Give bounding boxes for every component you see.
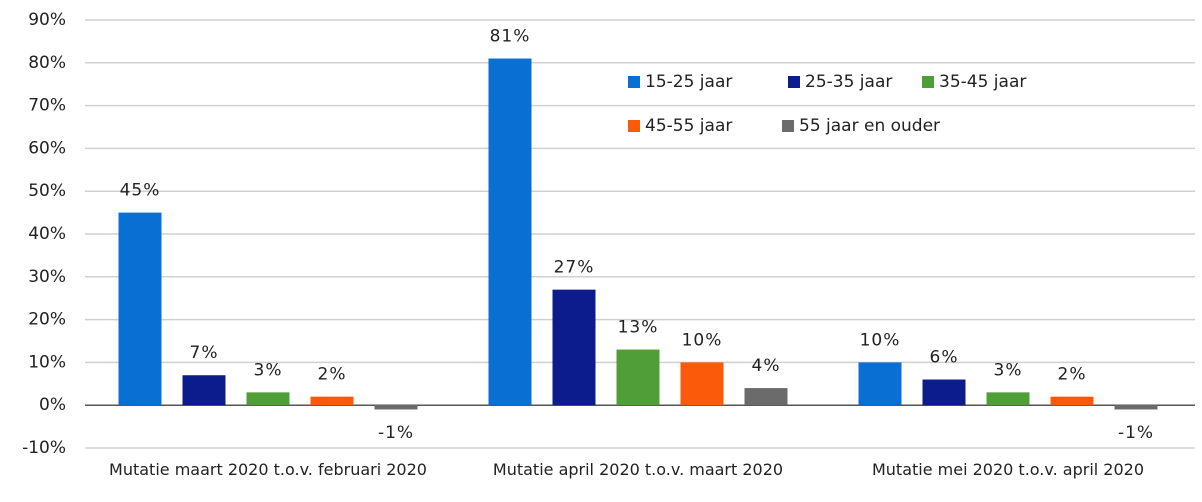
bar: [182, 375, 226, 406]
data-label: 10%: [860, 330, 901, 350]
bar: [118, 212, 162, 406]
legend-label: 15-25 jaar: [645, 72, 732, 92]
y-tick-label: 80%: [28, 53, 66, 73]
data-label: 27%: [554, 258, 595, 278]
legend-swatch: [922, 76, 934, 88]
data-label: 3%: [254, 360, 283, 380]
y-tick-label: 20%: [28, 310, 66, 330]
bar: [858, 362, 902, 406]
data-label: 2%: [1058, 365, 1087, 385]
x-tick-label: Mutatie maart 2020 t.o.v. februari 2020: [109, 460, 427, 479]
y-tick-label: 40%: [28, 224, 66, 244]
data-label: 6%: [930, 348, 959, 368]
y-tick-label: -10%: [22, 438, 66, 458]
data-label: 2%: [318, 365, 347, 385]
data-label: 10%: [682, 330, 723, 350]
data-label: 7%: [190, 343, 219, 363]
y-tick-label: 30%: [28, 267, 66, 287]
y-tick-label: 10%: [28, 352, 66, 372]
bar: [488, 58, 532, 406]
y-tick-label: 50%: [28, 181, 66, 201]
y-tick-label: 0%: [39, 395, 66, 415]
legend-swatch: [788, 76, 800, 88]
legend-label: 35-45 jaar: [939, 72, 1026, 92]
data-label: 3%: [994, 360, 1023, 380]
data-label: 81%: [490, 27, 531, 47]
x-tick-label: Mutatie april 2020 t.o.v. maart 2020: [492, 460, 784, 479]
y-tick-label: 70%: [28, 96, 66, 116]
bar: [374, 405, 418, 410]
legend-label: 45-55 jaar: [645, 116, 732, 136]
y-tick-label: 60%: [28, 138, 66, 158]
bar: [680, 362, 724, 406]
legend-swatch: [782, 120, 794, 132]
bar: [744, 388, 788, 406]
bar: [310, 396, 354, 406]
data-label: -1%: [378, 423, 414, 443]
legend-label: 55 jaar en ouder: [799, 116, 940, 136]
legend-label: 25-35 jaar: [805, 72, 892, 92]
y-tick-label: 90%: [28, 10, 66, 30]
data-label: 13%: [618, 318, 659, 338]
data-label: 4%: [752, 356, 781, 376]
bar: [552, 289, 596, 406]
data-label: -1%: [1118, 423, 1154, 443]
bar: [986, 392, 1030, 406]
data-label: 45%: [120, 181, 161, 201]
bar: [922, 379, 966, 406]
bar: [616, 349, 660, 406]
bar: [1050, 396, 1094, 406]
bar: [1114, 405, 1158, 410]
x-tick-label: Mutatie mei 2020 t.o.v. april 2020: [871, 460, 1145, 479]
bar: [246, 392, 290, 406]
legend-swatch: [628, 76, 640, 88]
legend-swatch: [628, 120, 640, 132]
